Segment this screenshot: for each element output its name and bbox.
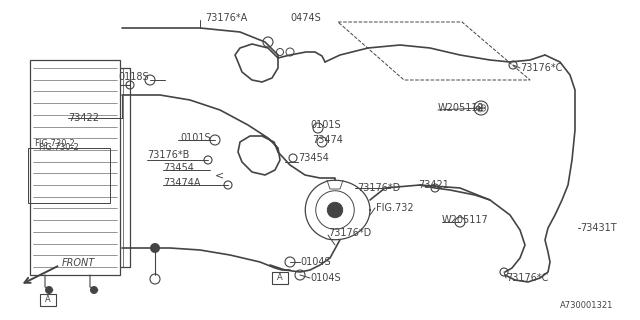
Text: 73474A: 73474A [163, 178, 200, 188]
Text: A: A [277, 274, 283, 283]
Text: <: < [216, 170, 225, 180]
Text: W205117: W205117 [442, 215, 489, 225]
Text: 73421: 73421 [418, 180, 449, 190]
Text: 0104S: 0104S [300, 257, 331, 267]
Circle shape [327, 202, 342, 218]
Text: 73176*D: 73176*D [357, 183, 400, 193]
Text: W205112: W205112 [438, 103, 484, 113]
Text: A: A [45, 295, 51, 305]
Text: FIG.730-2: FIG.730-2 [38, 143, 79, 153]
Text: 73176*C: 73176*C [520, 63, 563, 73]
Text: FIG.732: FIG.732 [376, 203, 413, 213]
Bar [28, 148, 110, 203]
Bar [30, 60, 120, 275]
Circle shape [90, 286, 98, 294]
Text: 73176*D: 73176*D [328, 228, 371, 238]
FancyBboxPatch shape [40, 294, 56, 306]
Text: 73176*A: 73176*A [205, 13, 247, 23]
Text: 73431T: 73431T [580, 223, 616, 233]
Text: 73454: 73454 [163, 163, 194, 173]
Text: 0474S: 0474S [290, 13, 321, 23]
Text: 73176*C: 73176*C [506, 273, 548, 283]
Text: 73422: 73422 [68, 113, 99, 123]
Text: FRONT: FRONT [62, 258, 95, 268]
Text: 0118S: 0118S [118, 72, 148, 82]
Text: 0104S: 0104S [310, 273, 340, 283]
Text: 73176*B: 73176*B [147, 150, 189, 160]
Text: 0101S: 0101S [180, 133, 211, 143]
Text: 73474: 73474 [312, 135, 343, 145]
Circle shape [150, 243, 160, 253]
Text: A730001321: A730001321 [560, 300, 613, 309]
Text: 0101S: 0101S [310, 120, 340, 130]
FancyBboxPatch shape [272, 272, 288, 284]
Text: FIG.730-2: FIG.730-2 [34, 139, 75, 148]
Text: 73454: 73454 [298, 153, 329, 163]
Circle shape [45, 286, 53, 294]
